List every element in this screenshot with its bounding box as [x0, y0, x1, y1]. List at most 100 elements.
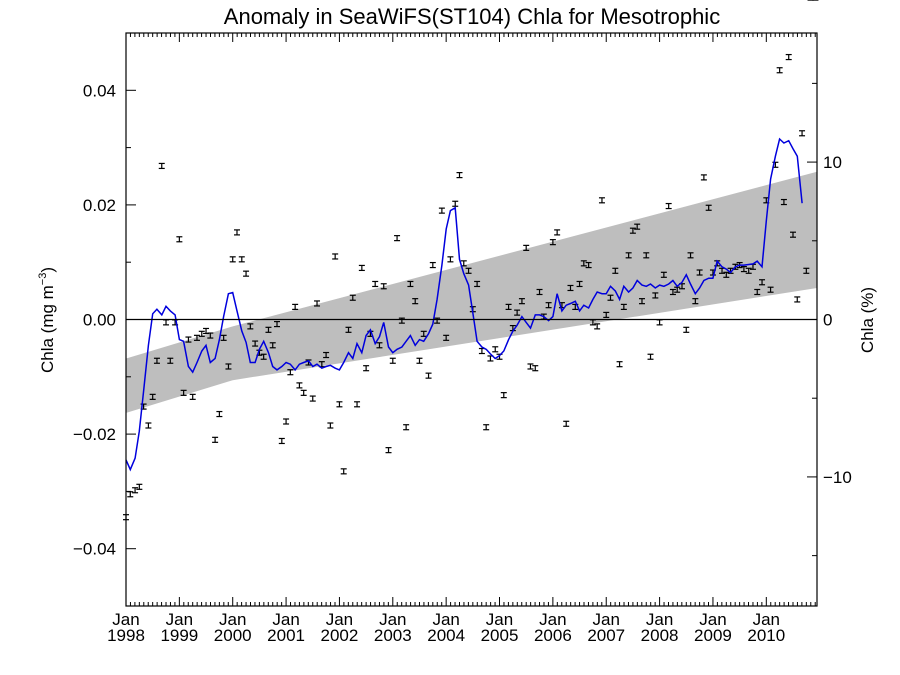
data-point	[785, 53, 792, 61]
x-tick-year: 2001	[267, 626, 305, 645]
x-tick-month: Jan	[699, 610, 726, 629]
smoothed-series-line	[125, 137, 803, 472]
chart-title: Anomaly in SeaWiFS(ST104) Chla for Mesot…	[224, 4, 720, 29]
data-point	[260, 353, 267, 360]
data-point	[309, 395, 316, 402]
x-tick-year: 2000	[214, 626, 252, 645]
data-point	[700, 174, 707, 181]
data-point	[616, 361, 623, 368]
data-point	[580, 260, 587, 267]
x-tick-month: Jan	[753, 610, 780, 629]
data-point	[536, 288, 543, 296]
data-point	[607, 294, 614, 301]
data-point	[545, 302, 552, 309]
data-point	[603, 311, 610, 319]
data-point	[554, 229, 561, 236]
x-tick-year: 2007	[587, 626, 625, 645]
data-point	[629, 227, 636, 234]
data-point	[767, 286, 774, 293]
x-tick-month: Jan	[646, 610, 673, 629]
data-point	[354, 401, 361, 408]
data-point	[585, 261, 592, 269]
data-point	[456, 172, 463, 179]
data-point	[265, 326, 272, 333]
data-point	[233, 229, 240, 236]
x-tick-year: 2010	[747, 626, 785, 645]
data-point	[243, 270, 250, 277]
data-point	[492, 346, 499, 353]
data-point	[745, 267, 752, 274]
data-point	[323, 351, 330, 359]
data-point	[638, 298, 645, 305]
data-point	[225, 363, 232, 370]
data-point	[776, 67, 783, 74]
x-tick-year: 2006	[534, 626, 572, 645]
left-tick-label: 0.04	[83, 81, 116, 100]
data-point	[340, 468, 347, 475]
data-point	[185, 336, 192, 343]
data-point	[180, 389, 187, 396]
data-point	[176, 236, 183, 243]
x-tick-month: Jan	[432, 610, 459, 629]
data-point	[283, 418, 290, 425]
x-tick-year: 2003	[374, 626, 412, 645]
data-point	[207, 332, 214, 339]
monthly-points-layer	[123, 0, 819, 521]
data-point	[372, 280, 379, 288]
data-point	[643, 252, 650, 259]
y-axis-label-left-close: )	[38, 267, 57, 273]
x-tick-year: 1998	[107, 626, 145, 645]
data-point	[349, 294, 356, 301]
data-point	[238, 256, 245, 263]
data-point	[332, 253, 339, 260]
data-point	[794, 296, 801, 303]
data-point	[412, 298, 419, 305]
data-point	[598, 197, 605, 204]
data-point	[625, 252, 632, 259]
data-point	[634, 223, 641, 230]
left-tick-label: −0.02	[73, 425, 116, 444]
data-point	[465, 267, 472, 274]
right-tick-label: 10	[823, 153, 842, 172]
data-point	[754, 288, 761, 296]
data-point	[336, 401, 343, 408]
y-axis-label-left-base: Chla (mg m	[38, 285, 57, 373]
data-point	[656, 319, 663, 326]
data-point	[358, 264, 365, 272]
data-point	[252, 340, 259, 347]
data-point	[394, 235, 401, 242]
data-point	[345, 326, 352, 333]
x-tick-year: 2008	[641, 626, 679, 645]
x-tick-month: Jan	[166, 610, 193, 629]
data-point	[478, 347, 485, 355]
x-tick-year: 2005	[481, 626, 519, 645]
data-point	[167, 357, 174, 364]
data-point	[652, 292, 659, 299]
data-point	[669, 288, 676, 296]
x-tick-month: Jan	[486, 610, 513, 629]
data-point	[474, 280, 481, 288]
data-point	[438, 207, 445, 214]
data-point	[380, 283, 387, 290]
data-point	[549, 239, 556, 246]
data-point	[278, 437, 285, 445]
data-point	[723, 271, 730, 278]
x-tick-month: Jan	[539, 610, 566, 629]
y-axis-label-right: Chla (%)	[858, 287, 877, 353]
data-point	[780, 198, 787, 206]
data-point	[505, 303, 512, 310]
data-point	[420, 330, 427, 337]
data-point	[300, 389, 307, 396]
x-tick-month: Jan	[593, 610, 620, 629]
smoothed-line-layer	[125, 137, 803, 472]
data-point	[447, 256, 454, 263]
right-tick-label: −10	[823, 468, 852, 487]
data-point	[443, 334, 450, 341]
data-point	[692, 298, 699, 305]
left-tick-label: 0.02	[83, 196, 116, 215]
data-point	[216, 410, 223, 418]
data-point	[314, 300, 321, 307]
x-tick-year: 1999	[160, 626, 198, 645]
x-tick-month: Jan	[112, 610, 139, 629]
data-point	[193, 334, 200, 341]
